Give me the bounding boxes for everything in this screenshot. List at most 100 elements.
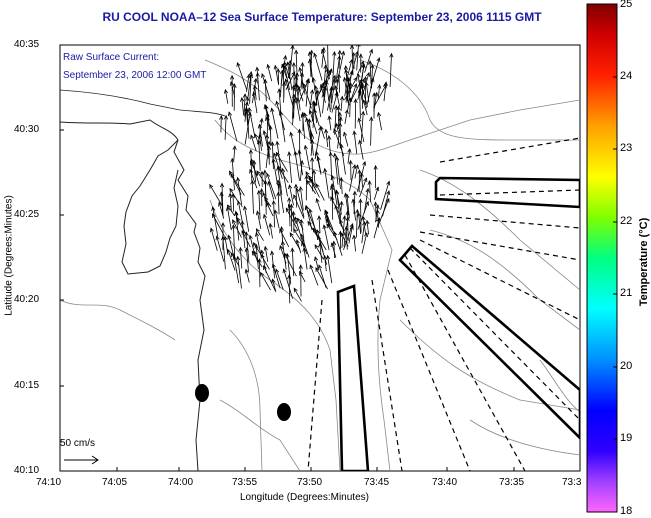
- current-vector: [272, 279, 277, 292]
- current-vector-head: [374, 91, 379, 97]
- current-vector: [347, 148, 351, 164]
- current-vector-head: [362, 221, 367, 226]
- current-vector: [312, 228, 327, 251]
- current-vector-head: [294, 82, 299, 88]
- current-vector: [295, 184, 298, 208]
- current-vector-head: [227, 111, 233, 117]
- current-vector-head: [342, 215, 347, 220]
- current-vector: [256, 211, 262, 230]
- current-vector: [244, 206, 250, 232]
- current-vector-head: [282, 81, 287, 86]
- current-vector-head: [248, 148, 253, 154]
- current-vector-head: [255, 71, 260, 77]
- current-vector-head: [265, 116, 270, 122]
- current-vector-head: [332, 50, 337, 56]
- current-vector: [321, 47, 325, 68]
- current-vector: [360, 111, 364, 143]
- current-vector: [296, 188, 305, 217]
- current-vector: [291, 248, 295, 277]
- current-vector: [265, 105, 270, 121]
- current-vector-head: [244, 247, 249, 253]
- current-vector-head: [377, 83, 382, 89]
- current-vector: [340, 144, 346, 175]
- current-vector-head: [314, 256, 319, 261]
- current-vector-head: [255, 210, 261, 216]
- current-vector: [232, 194, 235, 212]
- current-vector-head: [290, 45, 295, 50]
- current-vector-head: [295, 187, 300, 193]
- current-vector-head: [254, 243, 259, 249]
- current-vector: [296, 239, 302, 254]
- current-vector: [314, 53, 323, 81]
- current-vector: [320, 126, 325, 139]
- current-vector: [337, 51, 345, 81]
- current-vector: [244, 112, 251, 145]
- current-vector: [334, 153, 339, 185]
- temperature-colorbar: [586, 3, 618, 513]
- current-vector-head: [287, 203, 292, 209]
- current-vector: [259, 124, 263, 147]
- current-vector-head: [314, 85, 319, 91]
- current-vector-head: [305, 205, 310, 211]
- current-vector: [243, 94, 246, 116]
- current-vector: [325, 80, 331, 113]
- current-vector: [309, 110, 318, 135]
- current-vector-head: [383, 81, 388, 87]
- current-vector-head: [248, 71, 253, 76]
- current-vector-head: [244, 231, 249, 237]
- current-vector: [325, 129, 329, 148]
- current-vector: [331, 175, 338, 206]
- current-vector: [314, 256, 319, 271]
- current-vector: [303, 247, 308, 270]
- current-vector: [233, 225, 236, 258]
- current-vector-head: [298, 264, 303, 269]
- current-vector-head: [275, 268, 280, 274]
- current-vector: [277, 192, 280, 215]
- current-vector: [333, 241, 335, 259]
- current-vector-head: [273, 209, 278, 215]
- current-vector-head: [376, 57, 381, 62]
- x-tick-label: 73:50: [297, 477, 323, 488]
- current-vector: [247, 109, 250, 139]
- current-vector: [313, 109, 320, 127]
- current-vector-head: [273, 64, 278, 70]
- current-vector-head: [248, 234, 253, 240]
- current-vector-head: [271, 278, 276, 284]
- current-vector: [209, 184, 223, 207]
- current-vector-head: [347, 148, 352, 153]
- current-vector-head: [279, 245, 284, 250]
- current-vector-head: [302, 82, 307, 88]
- current-vector: [370, 117, 372, 146]
- current-vector-head: [363, 177, 368, 183]
- current-vector: [343, 132, 349, 147]
- current-vector: [332, 51, 335, 86]
- current-time-label: September 23, 2006 12:00 GMT: [63, 70, 207, 81]
- current-vector: [293, 288, 302, 302]
- current-vector-head: [270, 250, 275, 256]
- current-vector: [263, 130, 270, 156]
- current-vector-head: [349, 45, 355, 50]
- current-vector: [274, 210, 280, 229]
- current-vector-head: [363, 232, 369, 238]
- current-vector: [349, 51, 359, 79]
- current-vector: [283, 268, 293, 299]
- current-source-label: Raw Surface Current:: [63, 52, 160, 63]
- current-vector-head: [366, 71, 371, 77]
- current-vector-head: [377, 111, 382, 117]
- current-vector: [272, 142, 274, 170]
- current-vector: [250, 135, 257, 152]
- current-vector: [315, 85, 322, 118]
- current-vector: [315, 267, 328, 290]
- current-vector: [340, 96, 343, 112]
- current-vector-head: [303, 144, 308, 150]
- current-vector: [297, 85, 304, 102]
- current-vector: [356, 45, 359, 71]
- current-vector-head: [358, 198, 363, 204]
- current-vector-head: [353, 98, 358, 103]
- current-vector-head: [375, 204, 380, 210]
- y-tick-label: 40:30: [14, 124, 40, 135]
- current-vector: [375, 205, 379, 223]
- current-vector: [275, 269, 284, 290]
- current-vector: [343, 217, 349, 247]
- current-vector: [359, 140, 364, 160]
